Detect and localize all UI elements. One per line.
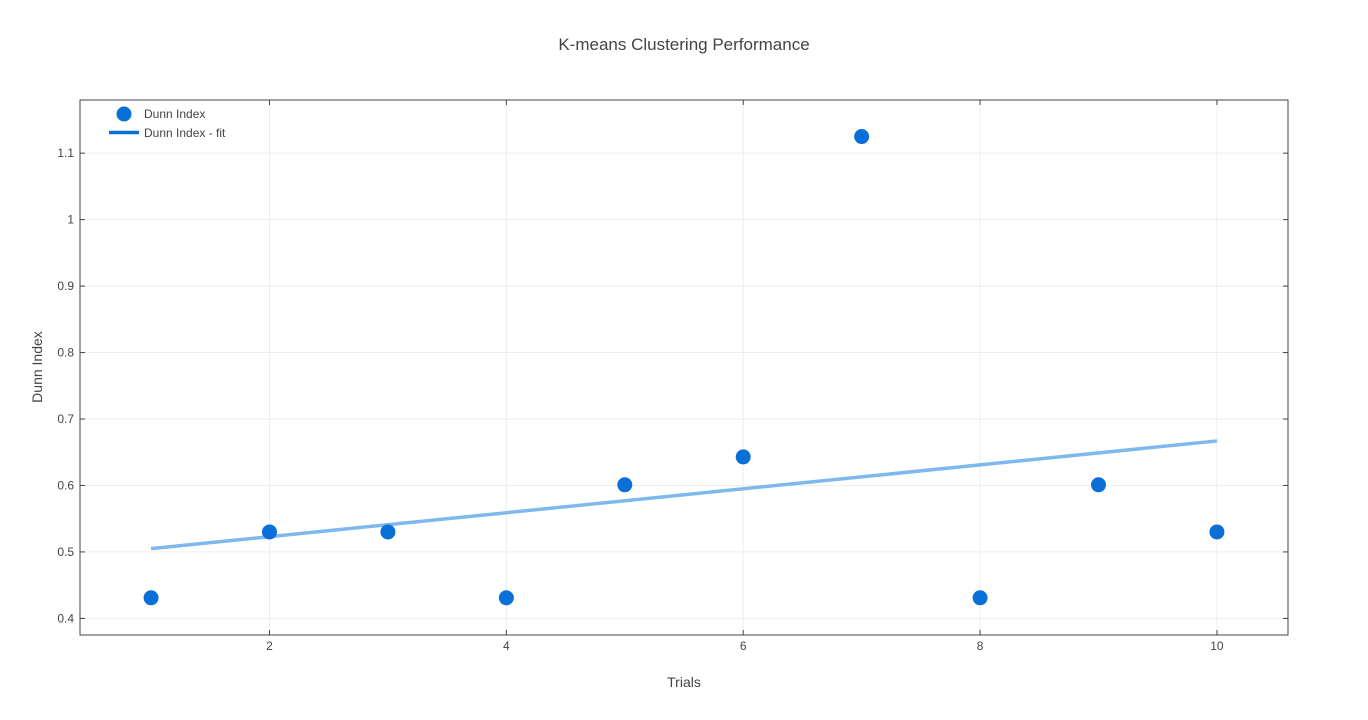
points-layer	[143, 129, 1225, 606]
data-point-2[interactable]	[261, 524, 277, 540]
y-tick-label-6: 1	[67, 213, 74, 227]
legend-label-markers: Dunn Index	[144, 107, 205, 121]
data-point-7[interactable]	[854, 129, 870, 145]
x-tick-label-3: 8	[977, 639, 984, 653]
legend-item-markers[interactable]: Dunn Index	[116, 106, 206, 122]
legend[interactable]: Dunn Index Dunn Index - fit	[109, 106, 226, 141]
x-tick-label-1: 4	[503, 639, 510, 653]
x-tick-label-0: 2	[266, 639, 273, 653]
data-point-6[interactable]	[735, 449, 751, 465]
data-point-10[interactable]	[1209, 524, 1225, 540]
data-point-1[interactable]	[143, 590, 159, 606]
grid-layer	[80, 100, 1288, 635]
legend-item-fit[interactable]: Dunn Index - fit	[109, 126, 226, 140]
data-point-3[interactable]	[380, 524, 396, 540]
legend-label-fit: Dunn Index - fit	[144, 126, 226, 140]
y-tick-label-0: 0.4	[57, 611, 74, 625]
y-tick-label-7: 1.1	[57, 146, 74, 160]
plot-frame	[79, 99, 1289, 636]
y-tick-label-2: 0.6	[57, 478, 74, 492]
legend-marker-symbol	[116, 106, 132, 122]
ticks-layer: 2 4 6 8 10 0.4 0.5 0.6 0.7 0.8 0.9 1 1.1	[57, 100, 1288, 653]
y-tick-label-1: 0.5	[57, 545, 74, 559]
x-tick-label-2: 6	[740, 639, 747, 653]
y-tick-label-5: 0.9	[57, 279, 74, 293]
data-point-5[interactable]	[617, 477, 633, 493]
x-tick-label-4: 10	[1210, 639, 1224, 653]
fit-line	[150, 439, 1218, 551]
y-tick-label-4: 0.8	[57, 346, 74, 360]
y-axis-title: Dunn Index	[29, 331, 45, 403]
data-point-8[interactable]	[972, 590, 988, 606]
data-point-9[interactable]	[1091, 477, 1107, 493]
x-axis-title: Trials	[667, 674, 701, 690]
data-point-4[interactable]	[498, 590, 514, 606]
fit-line-layer	[150, 439, 1218, 551]
y-tick-label-3: 0.7	[57, 412, 74, 426]
chart-title: K-means Clustering Performance	[558, 35, 809, 54]
